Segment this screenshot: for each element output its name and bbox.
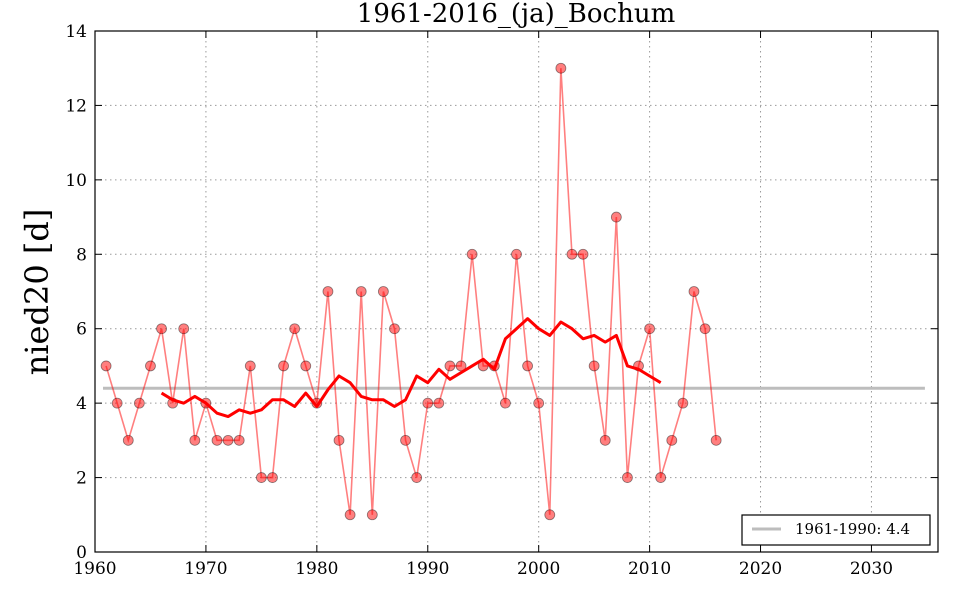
annual-point [622, 472, 633, 483]
moving-average-line [160, 317, 662, 419]
annual-point [466, 248, 478, 260]
annual-point [544, 509, 556, 521]
annual-series-layer [100, 62, 722, 521]
annual-point [433, 397, 445, 409]
x-tick-label: 2020 [739, 559, 782, 579]
x-tick-label: 2030 [850, 559, 893, 579]
y-tick-label: 14 [65, 22, 87, 42]
y-tick-label: 10 [65, 171, 87, 191]
annual-point [255, 472, 267, 483]
x-tick-label: 1980 [295, 559, 338, 579]
annual-point [300, 360, 312, 372]
annual-line [105, 68, 717, 515]
annual-point [189, 434, 201, 446]
annual-point [267, 472, 278, 483]
y-tick-label: 0 [76, 543, 87, 563]
y-tick-label: 12 [65, 96, 87, 116]
annual-point [677, 397, 689, 409]
annual-point [211, 434, 223, 446]
annual-point [522, 360, 533, 372]
annual-point [422, 397, 434, 409]
annual-point [610, 211, 622, 223]
annual-point [156, 323, 167, 335]
annual-point [322, 286, 334, 297]
annual-point [222, 434, 234, 446]
annual-point [133, 397, 145, 409]
annual-point [500, 397, 511, 409]
y-tick-label: 2 [76, 469, 87, 489]
annual-point [233, 434, 245, 446]
annual-point [389, 323, 400, 335]
annual-point [366, 509, 378, 521]
annual-point [511, 248, 522, 260]
annual-point [588, 360, 600, 372]
annual-point [699, 323, 711, 335]
annual-point [533, 397, 545, 409]
legend: 1961-1990: 4.4 [741, 514, 931, 546]
annual-point [555, 62, 567, 74]
annual-point [122, 434, 134, 446]
moving-average-layer [160, 317, 662, 419]
legend-label: 1961-1990: 4.4 [795, 520, 910, 538]
annual-point [710, 434, 722, 446]
annual-point [145, 360, 156, 372]
annual-point [111, 397, 123, 409]
y-axis-label: nied20 [d] [18, 209, 56, 376]
x-tick-label: 2010 [628, 559, 671, 579]
annual-point [400, 434, 411, 446]
y-tick-label: 4 [76, 394, 87, 414]
y-tick-label: 8 [76, 245, 87, 265]
annual-point [411, 472, 423, 483]
x-tick-label: 1970 [184, 559, 227, 579]
annual-point [599, 434, 611, 446]
annual-point [344, 509, 356, 521]
annual-point [566, 248, 578, 260]
annual-point [178, 323, 190, 335]
x-tick-label: 2000 [517, 559, 560, 579]
axis-ticks: 1960 1970 1980 1990 2000 2010 2020 2030 0 2 4 6 8 10 1… [65, 22, 938, 579]
x-tick-label: 1960 [73, 559, 116, 579]
annual-point [577, 248, 589, 260]
x-tick-label: 1990 [406, 559, 449, 579]
y-tick-label: 6 [76, 320, 87, 340]
annual-point [688, 286, 700, 297]
annual-point [100, 360, 112, 372]
annual-point [289, 323, 301, 335]
annual-point [444, 360, 456, 372]
annual-point [333, 434, 345, 446]
annual-point [644, 323, 656, 335]
annual-point [278, 360, 289, 372]
annual-point [377, 286, 389, 297]
annual-point [355, 286, 367, 297]
plot-frame [94, 30, 939, 553]
annual-point [666, 434, 678, 446]
annual-point [244, 360, 256, 372]
annual-point [655, 472, 667, 483]
chart-title: 1961-2016_(ja)_Bochum [357, 0, 675, 29]
